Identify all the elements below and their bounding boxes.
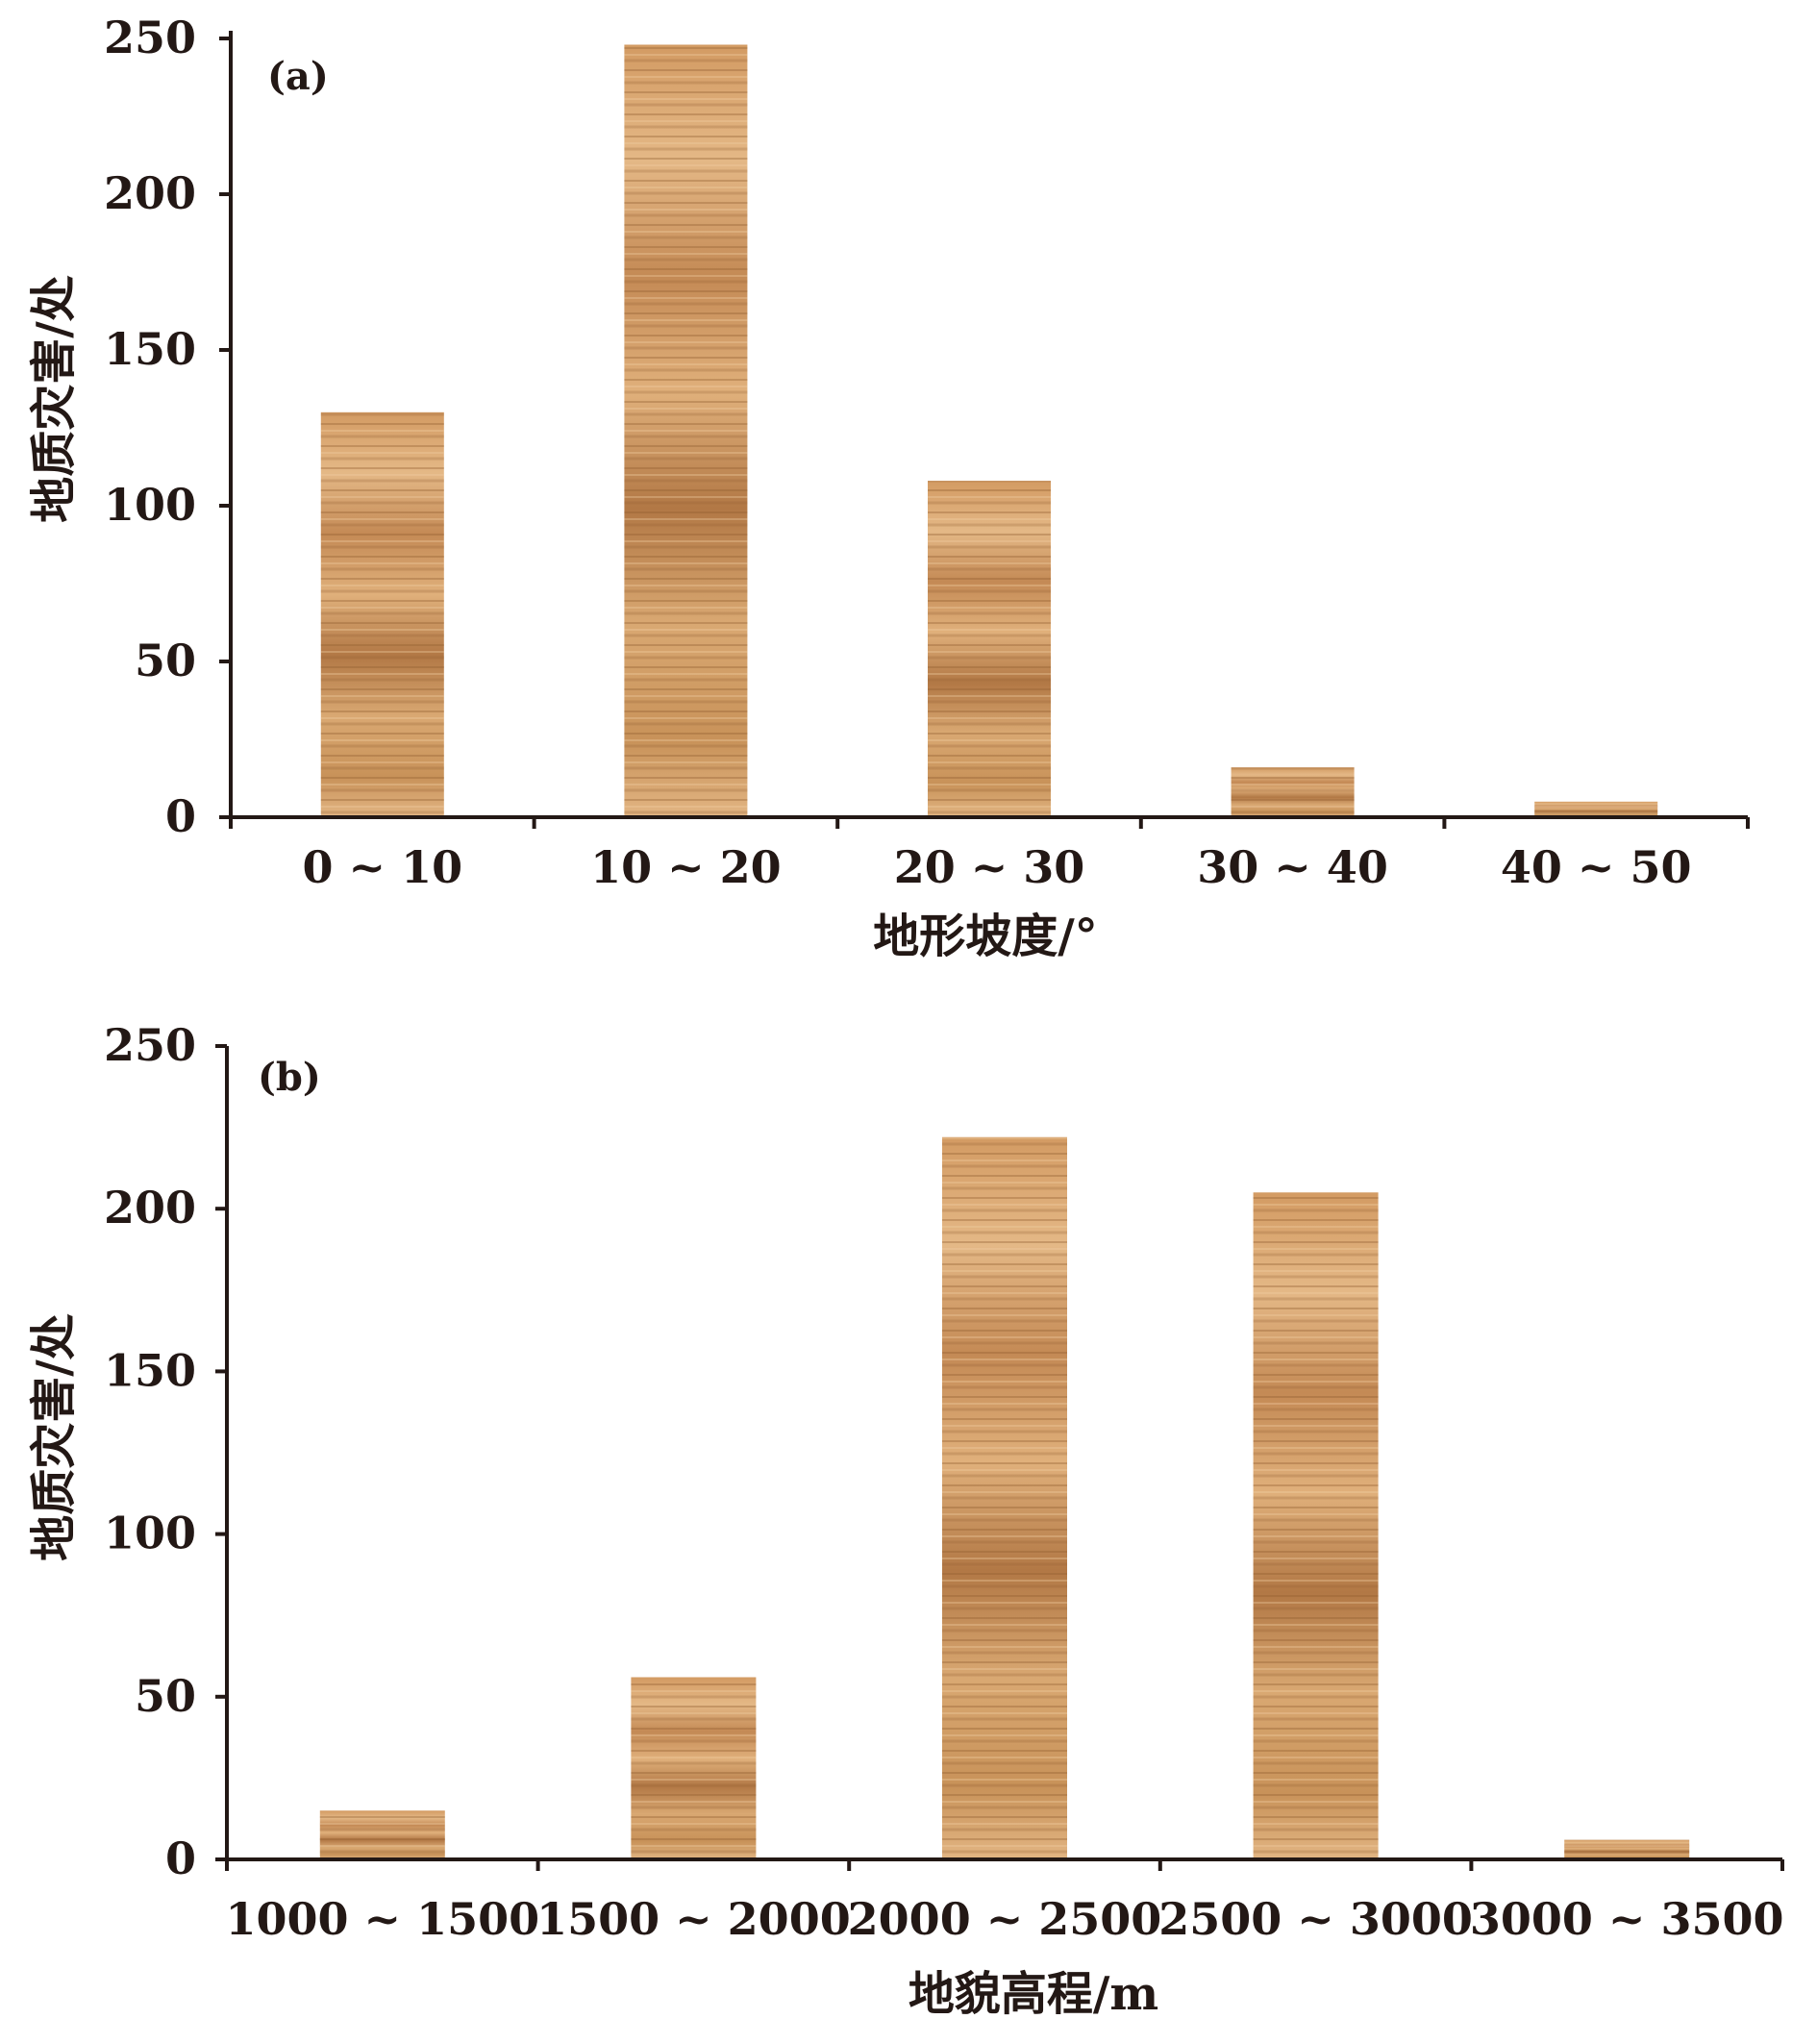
bar-grain xyxy=(1231,767,1355,817)
bar-3 xyxy=(942,1136,1067,1859)
bar-2 xyxy=(631,1677,757,1859)
chart-panel-b: (b) 地质灾害/处 地貌高程/m 0 50 100 150 200 250 1000 ~… xyxy=(27,1019,1784,2021)
y-tick-label: 250 xyxy=(104,1019,196,1071)
y-tick-label: 200 xyxy=(104,1182,196,1234)
bar-5 xyxy=(1564,1839,1690,1859)
y-tick-label: 150 xyxy=(104,1344,196,1396)
bar-5 xyxy=(1534,801,1658,817)
bar-1 xyxy=(320,411,444,817)
x-category-label: 40 ~ 50 xyxy=(1501,841,1692,893)
bar-grain xyxy=(631,1677,757,1859)
panel-a-x-axis-title: 地形坡度/° xyxy=(873,910,1098,963)
panel-b-y-axis-title: 地质灾害/处 xyxy=(27,1313,81,1561)
y-tick-label: 200 xyxy=(104,167,196,219)
y-tick-label: 0 xyxy=(165,790,196,842)
bar-3 xyxy=(928,481,1051,817)
bar-grain xyxy=(319,1810,445,1859)
x-category-label: 3000 ~ 3500 xyxy=(1470,1893,1784,1945)
bar-1 xyxy=(319,1810,445,1859)
y-tick-label: 100 xyxy=(104,479,196,531)
chart-panel-a: (a) 地质灾害/处 地形坡度/° 0 50 100 150 200 250 0 ~ 10… xyxy=(27,12,1750,963)
panel-b-x-axis-title: 地貌高程/m xyxy=(908,1967,1158,2021)
x-category-label: 30 ~ 40 xyxy=(1197,841,1388,893)
y-tick-label: 150 xyxy=(104,323,196,375)
y-tick-label: 50 xyxy=(135,635,196,686)
y-tick-label: 100 xyxy=(104,1508,196,1559)
x-category-label: 10 ~ 20 xyxy=(590,841,782,893)
bar-2 xyxy=(624,44,748,818)
x-category-label: 20 ~ 30 xyxy=(894,841,1085,893)
y-tick-label: 50 xyxy=(135,1670,196,1722)
panel-a-label: (a) xyxy=(267,54,329,99)
panel-a-y-axis-title: 地质灾害/处 xyxy=(27,275,81,523)
y-tick-label: 0 xyxy=(165,1832,196,1884)
y-tick-label: 250 xyxy=(104,12,196,63)
x-category-label: 1000 ~ 1500 xyxy=(225,1893,539,1945)
x-category-label: 2500 ~ 3000 xyxy=(1158,1893,1473,1945)
bar-grain xyxy=(1534,801,1658,817)
bar-grain xyxy=(1564,1839,1690,1859)
bar-4 xyxy=(1231,767,1355,817)
bar-grain xyxy=(320,411,444,817)
x-category-label: 1500 ~ 2000 xyxy=(536,1893,851,1945)
bar-grain xyxy=(1253,1192,1379,1859)
bar-4 xyxy=(1253,1192,1379,1859)
bar-grain xyxy=(928,481,1051,817)
x-category-label: 0 ~ 10 xyxy=(303,841,463,893)
x-category-label: 2000 ~ 2500 xyxy=(848,1893,1162,1945)
bar-grain xyxy=(942,1136,1067,1859)
panel-b-label: (b) xyxy=(258,1055,321,1100)
bar-grain xyxy=(624,44,748,818)
